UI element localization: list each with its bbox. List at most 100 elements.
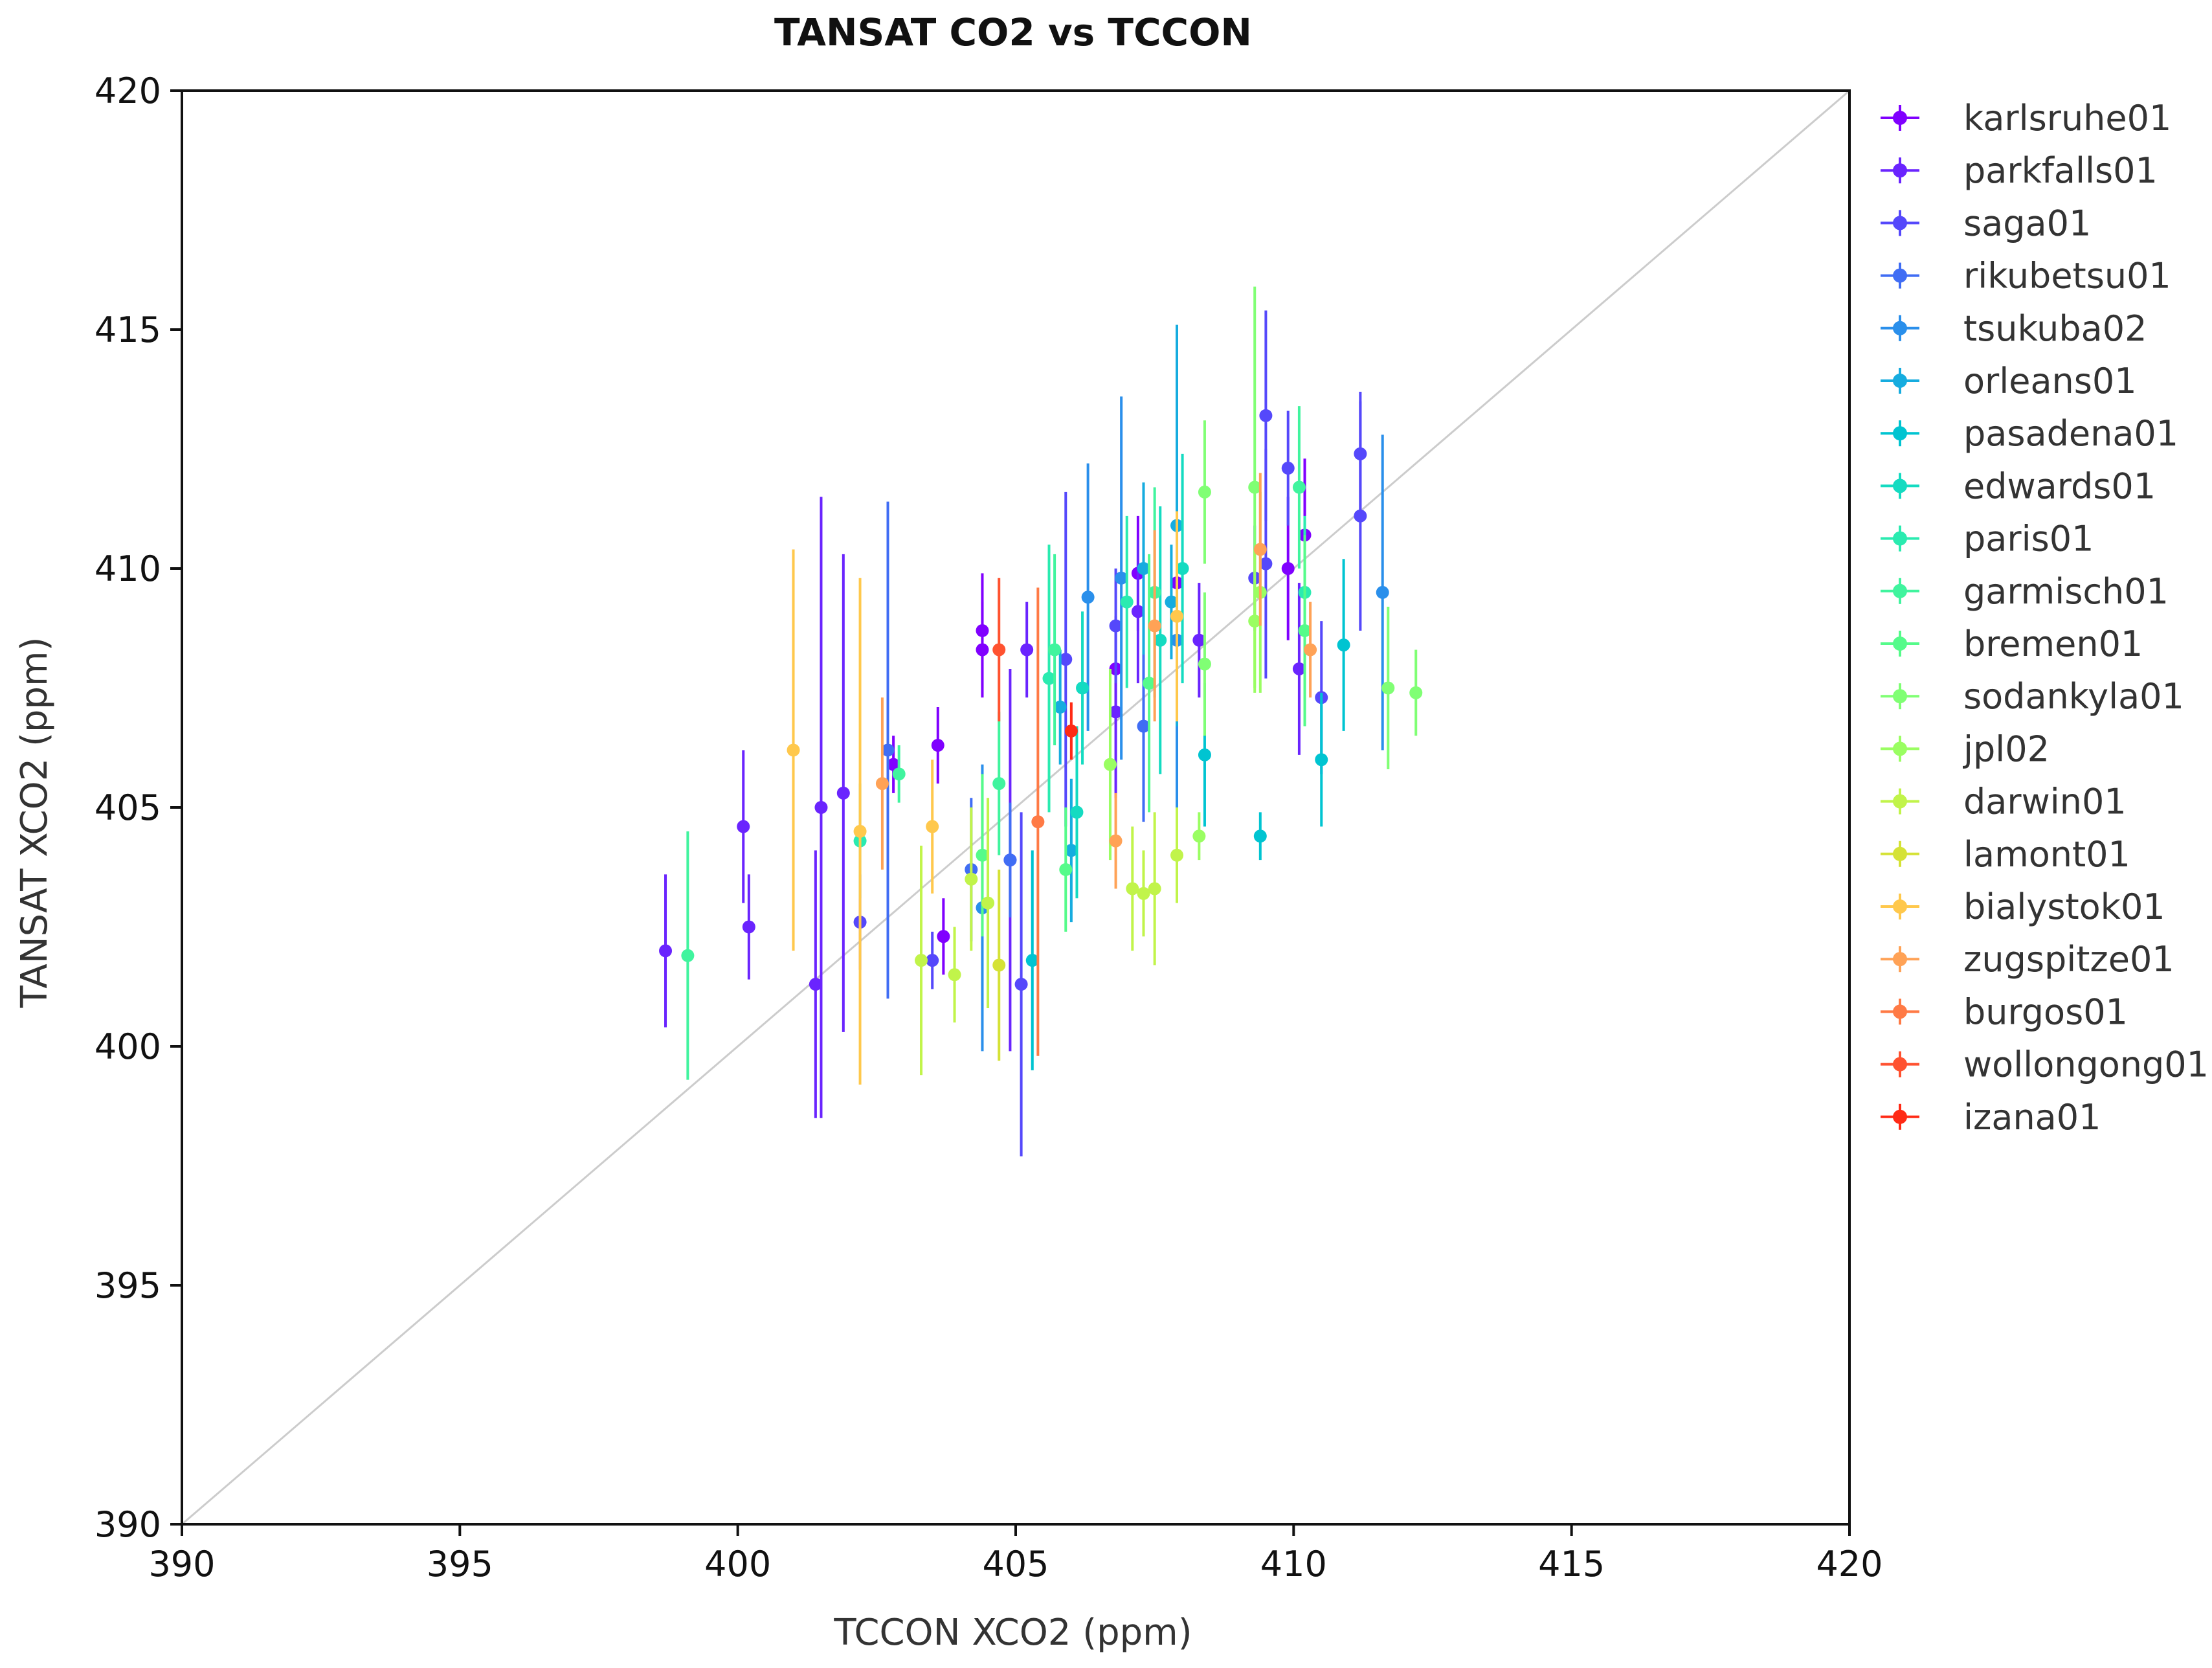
data-point — [992, 958, 1006, 972]
data-point — [926, 820, 939, 833]
series-sodankyla01 — [1198, 286, 1423, 769]
legend: karlsruhe01 parkfalls01 saga01 rikubetsu01 t… — [1881, 98, 2209, 1138]
data-point — [1198, 748, 1211, 761]
legend-marker — [1893, 1109, 1907, 1124]
data-point — [1170, 848, 1184, 862]
legend-label: rikubetsu01 — [1963, 256, 2171, 297]
legend-marker — [1893, 741, 1907, 756]
data-point — [875, 777, 889, 791]
legend-item-wollongong01: wollongong01 — [1881, 1044, 2209, 1085]
legend-item-bialystok01: bialystok01 — [1881, 886, 2165, 927]
legend-marker — [1893, 163, 1907, 178]
data-point — [1025, 954, 1039, 967]
legend-marker — [1893, 268, 1907, 283]
data-point — [1259, 409, 1273, 422]
legend-item-izana01: izana01 — [1881, 1097, 2101, 1138]
x-tick-label: 410 — [1260, 1544, 1327, 1584]
legend-label: pasadena01 — [1963, 413, 2178, 454]
legend-marker — [1893, 794, 1907, 809]
legend-marker — [1893, 111, 1907, 125]
data-point — [926, 954, 939, 967]
series-lamont01 — [992, 869, 1006, 1061]
data-point — [1281, 462, 1295, 475]
data-point — [1192, 633, 1206, 647]
series-zugspitze01 — [875, 473, 1317, 889]
legend-item-orleans01: orleans01 — [1881, 361, 2137, 401]
legend-marker — [1893, 531, 1907, 546]
data-point — [931, 739, 944, 752]
legend-item-zugspitze01: zugspitze01 — [1881, 939, 2174, 980]
data-point — [809, 978, 822, 991]
data-point — [853, 824, 867, 838]
data-point — [1192, 829, 1206, 843]
data-point — [1198, 485, 1211, 499]
data-point — [1053, 701, 1067, 714]
data-point — [1048, 643, 1062, 657]
legend-marker — [1893, 426, 1907, 441]
legend-item-karlsruhe01: karlsruhe01 — [1881, 98, 2171, 139]
data-point — [1109, 705, 1123, 719]
data-point — [1137, 886, 1150, 900]
data-point — [1003, 853, 1017, 867]
legend-item-rikubetsu01: rikubetsu01 — [1881, 256, 2171, 297]
legend-label: garmisch01 — [1963, 571, 2169, 612]
data-point — [659, 944, 673, 958]
legend-label: darwin01 — [1963, 782, 2127, 822]
data-point — [1176, 562, 1189, 575]
legend-label: orleans01 — [1963, 361, 2137, 401]
data-point — [1042, 671, 1056, 685]
data-point — [981, 896, 995, 910]
legend-marker — [1893, 374, 1907, 388]
data-point — [1059, 653, 1073, 666]
legend-item-tsukuba02: tsukuba02 — [1881, 308, 2147, 349]
legend-marker — [1893, 1004, 1907, 1019]
legend-marker — [1893, 689, 1907, 704]
legend-label: tsukuba02 — [1963, 308, 2147, 349]
series-bialystok01 — [787, 511, 1184, 1085]
legend-marker — [1893, 952, 1907, 967]
data-point — [1376, 585, 1389, 599]
data-point — [1064, 844, 1078, 857]
data-point — [881, 743, 895, 757]
data-point — [1081, 591, 1095, 604]
y-tick-label: 420 — [95, 71, 161, 111]
x-tick-label: 415 — [1538, 1544, 1605, 1584]
data-point — [1292, 480, 1306, 494]
legend-marker — [1893, 321, 1907, 335]
series-izana01 — [1064, 702, 1078, 760]
data-point — [1148, 882, 1161, 896]
legend-label: saga01 — [1963, 203, 2091, 243]
data-point — [1298, 624, 1312, 637]
legend-label: sodankyla01 — [1963, 676, 2184, 717]
y-tick-label: 415 — [95, 310, 161, 350]
data-point — [1059, 862, 1073, 876]
data-point — [1248, 480, 1262, 494]
data-point — [1103, 758, 1117, 771]
legend-label: bialystok01 — [1963, 886, 2165, 927]
legend-label: wollongong01 — [1963, 1044, 2209, 1085]
x-tick-label: 405 — [982, 1544, 1049, 1584]
legend-item-burgos01: burgos01 — [1881, 991, 2128, 1032]
data-point — [1292, 662, 1306, 675]
legend-label: edwards01 — [1963, 466, 2156, 506]
chart-title: TANSAT CO2 vs TCCON — [774, 10, 1252, 54]
legend-item-saga01: saga01 — [1881, 203, 2091, 243]
legend-marker — [1893, 1057, 1907, 1072]
data-point — [965, 872, 978, 886]
x-tick-label: 390 — [148, 1544, 215, 1584]
data-point — [976, 848, 989, 862]
legend-item-darwin01: darwin01 — [1881, 782, 2127, 822]
data-point — [1337, 638, 1350, 652]
data-point — [1253, 829, 1267, 843]
data-point — [1409, 686, 1423, 699]
data-point — [1070, 806, 1084, 819]
data-point — [1354, 509, 1367, 523]
data-point — [1120, 595, 1134, 609]
legend-label: bremen01 — [1963, 624, 2143, 664]
data-point — [1064, 724, 1078, 738]
data-point — [915, 954, 928, 967]
series-burgos01 — [1031, 587, 1045, 1056]
